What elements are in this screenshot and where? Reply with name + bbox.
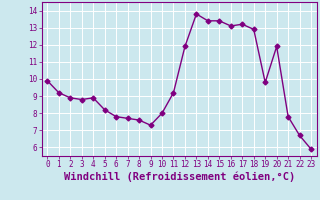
- X-axis label: Windchill (Refroidissement éolien,°C): Windchill (Refroidissement éolien,°C): [64, 172, 295, 182]
